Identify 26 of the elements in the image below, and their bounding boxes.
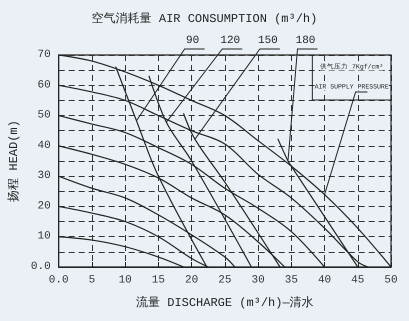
x-tick-label: 40 [318, 274, 332, 286]
x-tick-label: 5 [88, 274, 96, 286]
x-tick-label: 10 [118, 274, 132, 286]
x-tick-label: 15 [152, 274, 165, 286]
x-tick-label: 25 [218, 274, 232, 286]
y-tick-label: 70 [38, 49, 51, 61]
y-tick-label: 30 [38, 170, 51, 182]
y-tick-label: 0.0 [30, 261, 51, 273]
x-tick-label: 30 [251, 274, 265, 286]
x-axis-title: 流量 DISCHARGE (m³/h)—清水 [136, 295, 314, 310]
annotation: 120 [220, 35, 240, 47]
y-tick-label: 10 [38, 230, 51, 243]
y-tick-label: 50 [38, 110, 51, 122]
x-tick-label: 35 [284, 274, 298, 286]
x-tick-label: 0.0 [48, 274, 69, 286]
x-tick-label: 50 [384, 274, 398, 286]
x-tick-label: 45 [351, 274, 364, 286]
y-tick-label: 40 [38, 140, 51, 152]
annotation: 90 [186, 35, 200, 47]
annotation: 150 [258, 35, 278, 47]
y-tick-label: 60 [38, 79, 51, 92]
y-axis-title: 扬程 HEAD(m) [7, 120, 21, 202]
y-tick-label: 20 [38, 200, 51, 212]
x-tick-label: 20 [185, 274, 198, 286]
annotation: 180 [296, 35, 316, 47]
chart-title: 空气消耗量 AIR CONSUMPTION (m³/h) [92, 11, 318, 26]
